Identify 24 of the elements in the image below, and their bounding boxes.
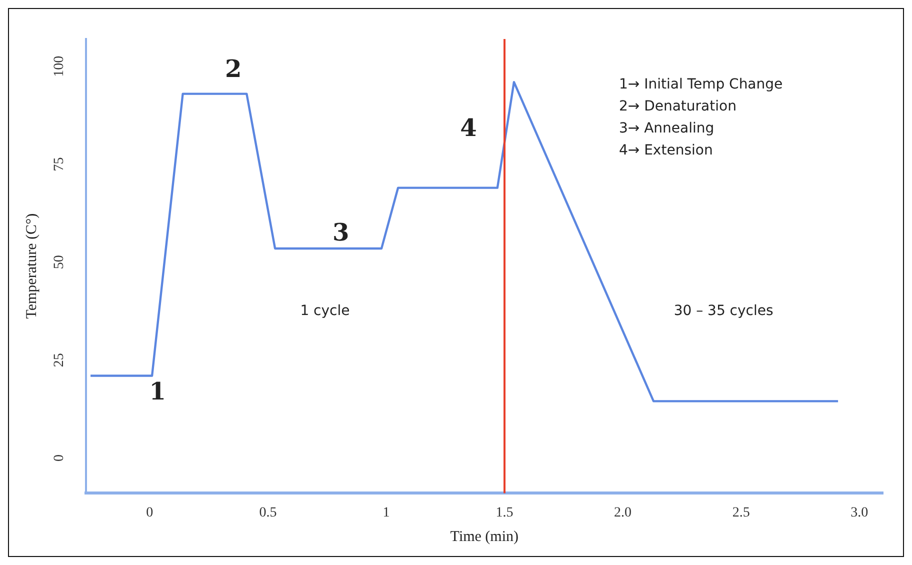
annotation: 1→ Initial Temp Change — [619, 76, 783, 93]
y-tick-label: 25 — [52, 353, 67, 368]
annotation: 4→ Extension — [619, 142, 713, 159]
x-tick-label: 3.0 — [850, 505, 868, 520]
x-tick-label: 1 — [382, 505, 390, 520]
x-axis-title: Time (min) — [450, 528, 519, 545]
annotation: 30 – 35 cycles — [674, 303, 774, 320]
x-tick-label: 0 — [146, 505, 154, 520]
y-tick-label: 100 — [52, 56, 67, 77]
y-tick-label: 75 — [52, 157, 67, 172]
y-tick-label: 0 — [52, 454, 67, 462]
x-tick-label: 2.0 — [614, 505, 632, 520]
annotation: 2→ Denaturation — [619, 98, 736, 115]
y-axis-title: Temperature (C°) — [24, 213, 40, 319]
annotation: 2 — [224, 54, 242, 84]
x-tick-label: 2.5 — [732, 505, 750, 520]
x-tick-label: 0.5 — [259, 505, 277, 520]
y-tick-label: 50 — [52, 255, 67, 270]
annotation: 1 — [149, 376, 166, 406]
annotation: 3 — [332, 218, 350, 247]
annotation: 1 cycle — [300, 303, 350, 320]
annotation: 4 — [460, 113, 477, 142]
annotation: 3→ Annealing — [619, 120, 714, 137]
x-tick-label: 1.5 — [496, 505, 514, 520]
